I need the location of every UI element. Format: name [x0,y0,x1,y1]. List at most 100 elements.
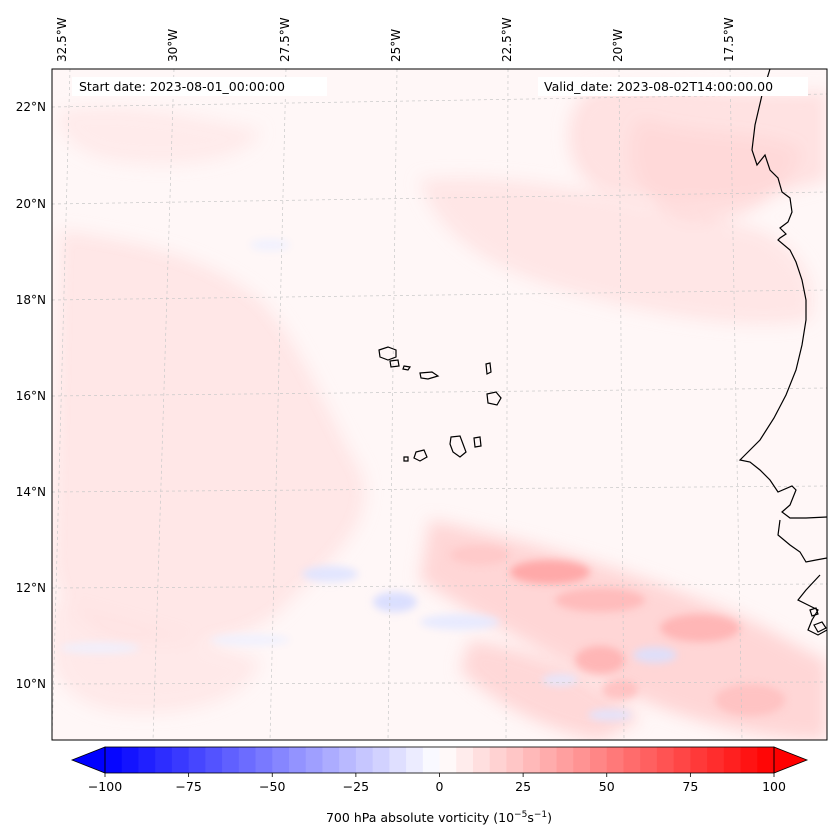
colorbar-cell [623,747,641,773]
colorbar-cell [723,747,741,773]
colorbar-max-extend-arrow [773,746,809,774]
colorbar-cell [472,747,491,773]
island-sao-nicolau [419,371,440,380]
colorbar-tick-label: 50 [599,779,615,794]
colorbar-cell [355,747,374,773]
colorbar-cell [288,747,307,773]
lat-tick-label: 18°N [16,293,46,307]
vorticity-field [52,87,827,740]
colorbar-cell [656,747,675,773]
colorbar-cell [740,747,758,773]
valid-date-label: Valid_date: 2023-08-02T14:00:00.00 [544,79,773,94]
colorbar-cell [205,747,223,773]
colorbar-cell [422,747,440,773]
lat-tick-label: 14°N [16,485,46,499]
lon-tick-label: 27.5°W [278,17,292,62]
african-coastline-south [777,519,827,636]
island-brava [403,456,409,462]
colorbar-cell [171,747,190,773]
map-panel [52,69,827,740]
colorbar-cell [406,747,424,773]
colorbar-cell [272,747,290,773]
island-fogo [413,449,428,462]
colorbar-cells [105,747,775,773]
colorbar-cell [389,747,407,773]
african-coastline [738,69,827,519]
colorbar-title-sup1: −5 [514,810,527,820]
vorticity-field-negative [60,239,677,721]
colorbar-cell [556,747,574,773]
colorbar-title-sup2: −1 [534,810,547,820]
colorbar-cell [322,747,340,773]
colorbar-tick-label: −75 [175,779,201,794]
lon-tick-label: 30°W [166,29,180,62]
colorbar-cell [690,747,708,773]
lat-tick-label: 16°N [16,389,46,403]
colorbar-cell [372,747,390,773]
colorbar-cell [255,747,273,773]
colorbar-cell [121,747,139,773]
graticule [52,69,827,740]
lon-tick-labels: 32.5°W 30°W 27.5°W 25°W 22.5°W 20°W 17.5… [55,17,736,62]
island-santo-antao [378,346,397,361]
island-santiago [449,435,467,458]
island-santa-luzia [402,365,412,371]
colorbar-cell [673,747,691,773]
colorbar-tick-label: 100 [762,779,786,794]
colorbar-tick-label: −100 [88,779,122,794]
colorbar-cell [138,747,156,773]
colorbar-cell [222,747,240,773]
start-date-box: Start date: 2023-08-01_00:00:00 [72,77,327,96]
lat-tick-label: 10°N [16,677,46,691]
valid-date-box: Valid_date: 2023-08-02T14:00:00.00 [538,77,808,96]
lon-tick-label: 17.5°W [722,17,736,62]
lat-tick-label: 12°N [16,581,46,595]
island-boa-vista [486,391,502,406]
colorbar-cell [539,747,557,773]
colorbar-cell [105,747,123,773]
lat-tick-label: 22°N [16,100,46,114]
colorbar-cell [707,747,725,773]
colorbar-min-extend-arrow [70,746,106,774]
start-date-label: Start date: 2023-08-01_00:00:00 [79,79,285,94]
colorbar-cell [456,747,474,773]
colorbar-cell [238,747,256,773]
coastlines [378,69,827,636]
colorbar-ticks: −100 −75 −50 −25 0 25 50 75 100 [88,773,786,794]
colorbar-cell [506,747,524,773]
colorbar-cell [439,747,457,773]
colorbar-cell [606,747,624,773]
lat-tick-label: 20°N [16,197,46,211]
island-maio [473,436,482,448]
colorbar-tick-label: −50 [259,779,285,794]
colorbar-cell [757,747,775,773]
colorbar-cell [523,747,541,773]
colorbar-cell [155,747,173,773]
colorbar-tick-label: 0 [436,779,444,794]
colorbar-tick-label: −25 [343,779,369,794]
colorbar: −100 −75 −50 −25 0 25 50 75 100 700 hPa absolute… [70,746,809,825]
colorbar-cell [339,747,357,773]
colorbar-cell [590,747,608,773]
colorbar-tick-label: 75 [682,779,698,794]
colorbar-tick-label: 25 [515,779,531,794]
colorbar-title-main: 700 hPa absolute vorticity (10 [326,810,514,825]
island-sao-vicente [389,359,400,368]
lon-tick-label: 20°W [611,29,625,62]
colorbar-title-mid: s [527,810,534,825]
lon-tick-label: 25°W [389,29,403,62]
bijagos-islands [809,607,827,633]
colorbar-cell [305,747,323,773]
island-sal [485,362,492,375]
colorbar-cell [489,747,507,773]
lon-tick-label: 32.5°W [55,17,69,62]
lat-tick-labels: 22°N 20°N 18°N 16°N 14°N 12°N 10°N [16,100,46,691]
lon-tick-label: 22.5°W [500,17,514,62]
colorbar-title-end: ) [547,810,552,825]
colorbar-cell [640,747,658,773]
colorbar-cell [188,747,206,773]
map-frame [51,68,828,741]
vorticity-field-strong [450,545,785,716]
colorbar-title: 700 hPa absolute vorticity (10−5s−1) [326,810,552,825]
